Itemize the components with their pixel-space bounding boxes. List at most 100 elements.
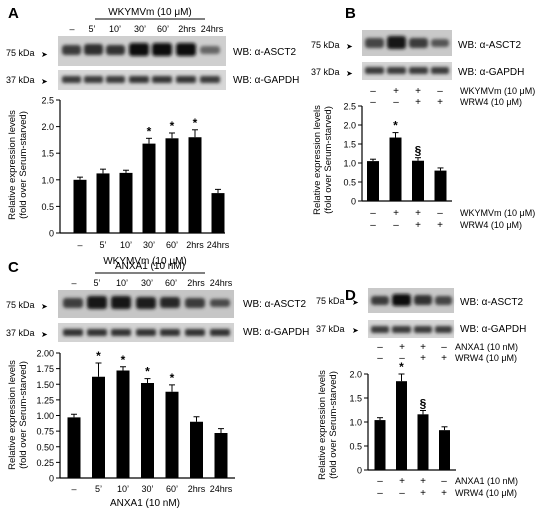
western-blot-asct2 bbox=[58, 290, 234, 318]
sign-mark: + bbox=[415, 220, 421, 231]
western-blot-gapdh bbox=[368, 320, 454, 338]
bar bbox=[214, 433, 228, 478]
bar bbox=[142, 143, 156, 233]
x-tick-label: 30’ bbox=[143, 240, 155, 250]
bar bbox=[211, 193, 225, 233]
sign-mark: + bbox=[420, 476, 426, 487]
western-blot-gapdh bbox=[362, 62, 452, 80]
y-axis-title: Relative expression levels(fold over Ser… bbox=[317, 370, 339, 480]
bar bbox=[165, 138, 179, 233]
sign-mark: + bbox=[399, 476, 405, 487]
blot-label: WB: α-GAPDH bbox=[458, 67, 524, 78]
panel-letter: D bbox=[345, 287, 356, 304]
western-blot-asct2 bbox=[368, 288, 454, 313]
sign-mark: – bbox=[370, 208, 376, 219]
sign-mark: + bbox=[420, 488, 426, 499]
bar bbox=[367, 161, 379, 201]
significance-mark: * bbox=[145, 365, 150, 379]
y-axis-title-line: Relative expression levels bbox=[312, 105, 323, 215]
sign-mark: + bbox=[415, 86, 421, 97]
sign-mark: – bbox=[437, 86, 443, 97]
y-tick-label: 1.25 bbox=[36, 395, 54, 405]
bar-chart: 0 0.5 1.0 1.5 2.0 2.5 * * * – 5’ 10’ 30’ 60’ 2hrs 24hrs… bbox=[7, 96, 230, 268]
blot-sign-rows: – + + – WKYMVm (10 μM)– – + + WRW4 (10 μM) bbox=[370, 86, 535, 108]
x-tick-label: 5’ bbox=[99, 240, 106, 250]
bar bbox=[92, 376, 105, 478]
y-tick-label: 1.0 bbox=[343, 159, 356, 169]
kda-label: 37 kDa bbox=[6, 75, 35, 85]
bar bbox=[389, 137, 402, 201]
sign-mark: – bbox=[370, 220, 376, 231]
sign-row-label: WRW4 (10 μM) bbox=[455, 353, 517, 363]
blot-lane-labels: – 5’ 10’ 30’ 60’ 2hrs 24hrs bbox=[71, 278, 232, 288]
bar bbox=[188, 137, 202, 233]
panel-letter: A bbox=[8, 5, 19, 22]
chart-sign-rows: – + + – WKYMVm (10 μM)– – + + WRW4 (10 μM) bbox=[370, 208, 535, 231]
lane-label: – bbox=[71, 278, 76, 288]
panel-letter: B bbox=[345, 5, 356, 22]
y-tick-label: 1.50 bbox=[36, 380, 54, 390]
sign-row-label: WKYMVm (10 μM) bbox=[460, 86, 535, 96]
significance-mark: * bbox=[170, 119, 175, 133]
western-blot-gapdh bbox=[58, 70, 226, 90]
x-tick-label: 60’ bbox=[166, 240, 178, 250]
x-axis-title: WKYMVm (10 μM) bbox=[103, 256, 187, 267]
x-tick-label: 30’ bbox=[141, 484, 153, 494]
bar-chart: 0 0.5 1.0 1.5 2.0 2.5 * § Relative expression le… bbox=[312, 102, 452, 215]
sign-mark: – bbox=[399, 488, 405, 499]
bar bbox=[96, 173, 110, 233]
arrowhead-icon: ➤ bbox=[41, 330, 48, 339]
sign-row-label: WRW4 (10 μM) bbox=[455, 488, 517, 498]
sign-mark: + bbox=[415, 97, 421, 108]
bar bbox=[439, 430, 450, 470]
bar bbox=[67, 417, 81, 478]
y-tick-label: 0 bbox=[351, 197, 356, 207]
bar bbox=[417, 414, 429, 470]
blot-sign-rows: – + + – ANXA1 (10 nM)– – + + WRW4 (10 μM) bbox=[377, 342, 518, 364]
blot-label: WB: α-ASCT2 bbox=[460, 297, 523, 308]
lane-label: 24hrs bbox=[210, 278, 233, 288]
panel-d: D 75 kDa ➤ WB: α-ASCT2 37 kDa ➤ WB: α-GA… bbox=[316, 287, 526, 499]
bar bbox=[190, 421, 203, 478]
bar bbox=[374, 420, 386, 470]
blot-label: WB: α-GAPDH bbox=[233, 75, 299, 86]
y-tick-label: 1.0 bbox=[349, 418, 362, 428]
sign-mark: – bbox=[441, 476, 447, 487]
significance-mark: * bbox=[399, 360, 404, 374]
y-axis-title-line: Relative expression levels bbox=[7, 360, 18, 470]
sign-row-label: WKYMVm (10 μM) bbox=[460, 208, 535, 218]
bar bbox=[73, 179, 87, 233]
arrowhead-icon: ➤ bbox=[346, 42, 353, 51]
sign-mark: – bbox=[393, 97, 399, 108]
arrowhead-icon: ➤ bbox=[41, 77, 48, 86]
y-tick-label: 1.5 bbox=[343, 140, 356, 150]
y-tick-label: 2.5 bbox=[41, 96, 54, 106]
y-axis-title-line: Relative expression levels bbox=[7, 110, 18, 220]
sign-mark: – bbox=[377, 342, 383, 353]
lane-label: 2hrs bbox=[178, 24, 196, 34]
panel-a: A WKYMVm (10 μM) – 5’ 10’ 30’ 60’ 2hrs 2… bbox=[6, 5, 299, 267]
sign-mark: + bbox=[420, 353, 426, 364]
kda-label: 75 kDa bbox=[316, 296, 345, 306]
x-tick-label: 10’ bbox=[120, 240, 132, 250]
significance-mark: * bbox=[96, 349, 101, 363]
sign-mark: + bbox=[420, 342, 426, 353]
y-tick-label: 1.00 bbox=[36, 411, 54, 421]
bar bbox=[119, 172, 133, 233]
kda-label: 75 kDa bbox=[311, 40, 340, 50]
x-tick-label: – bbox=[71, 484, 76, 494]
x-tick-label: 24hrs bbox=[210, 484, 233, 494]
significance-mark: § bbox=[415, 144, 422, 158]
kda-label: 37 kDa bbox=[316, 324, 345, 334]
sign-mark: – bbox=[377, 476, 383, 487]
blot-label: WB: α-GAPDH bbox=[243, 327, 309, 338]
x-tick-label: 2hrs bbox=[186, 240, 204, 250]
western-blot-asct2 bbox=[58, 36, 226, 66]
y-tick-label: 0 bbox=[49, 474, 54, 484]
y-axis-title-line: (fold over Serum-starved) bbox=[323, 106, 334, 214]
blot-lane-labels: – 5’ 10’ 30’ 60’ 2hrs 24hrs bbox=[69, 24, 223, 34]
kda-label: 37 kDa bbox=[311, 67, 340, 77]
y-tick-label: 1.5 bbox=[41, 149, 54, 159]
x-tick-label: 5’ bbox=[95, 484, 102, 494]
